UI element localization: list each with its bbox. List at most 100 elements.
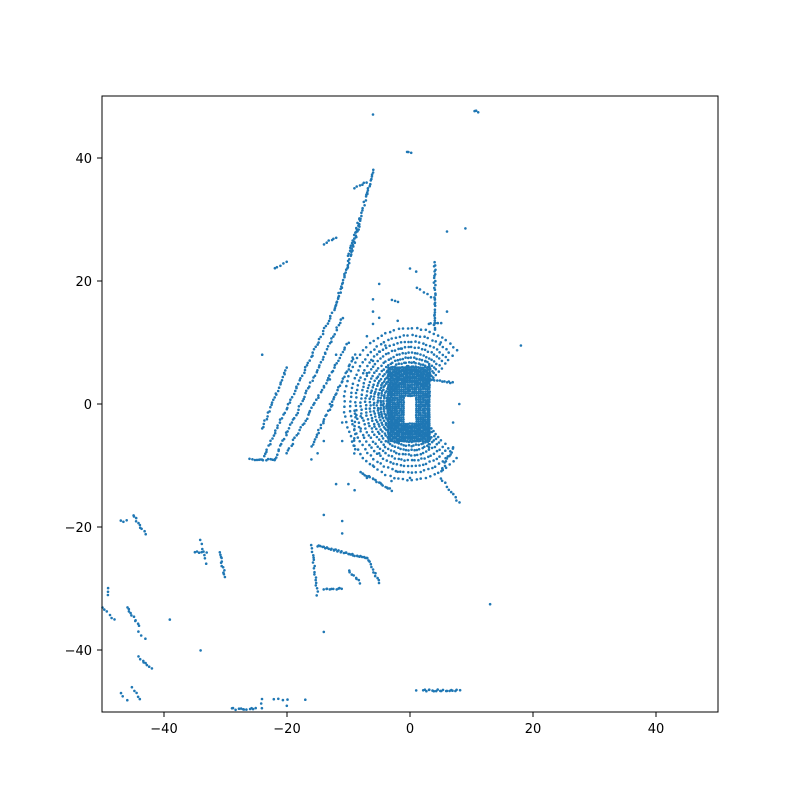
scatter-point [366, 386, 370, 390]
scatter-point [396, 300, 400, 304]
scatter-point [424, 420, 427, 424]
scatter-point [397, 437, 401, 441]
scatter-point [455, 499, 458, 502]
scatter-point [402, 385, 406, 389]
scatter-point [406, 439, 409, 443]
scatter-point [372, 398, 375, 401]
scatter-point [415, 448, 419, 452]
scatter-point [384, 391, 387, 394]
scatter-point [271, 437, 274, 440]
scatter-point [397, 422, 401, 426]
scatter-point [397, 385, 401, 389]
scatter-point [137, 630, 140, 633]
scatter-point [374, 388, 378, 391]
scatter-point [387, 400, 390, 404]
scatter-point [406, 370, 409, 374]
scatter-point [389, 398, 393, 402]
scatter-point [325, 347, 329, 351]
scatter-point [384, 352, 388, 356]
scatter-point [285, 407, 289, 411]
scatter-point [314, 578, 318, 582]
scatter-point [404, 422, 408, 426]
scatter-point [424, 343, 428, 347]
scatter-point [390, 298, 394, 302]
scatter-point [317, 428, 320, 432]
scatter-point [260, 697, 264, 701]
scatter-point [364, 407, 368, 411]
scatter-point [195, 550, 199, 553]
scatter-point [352, 444, 356, 447]
scatter-point [427, 434, 431, 437]
scatter-point [312, 558, 316, 561]
x-tick-label: 0 [406, 722, 414, 737]
scatter-point [126, 698, 129, 702]
scatter-point [419, 381, 422, 385]
scatter-point [421, 390, 425, 393]
scatter-point [379, 357, 382, 360]
scatter-point [414, 435, 418, 438]
scatter-point [365, 374, 369, 378]
scatter-point [325, 587, 329, 591]
scatter-point [219, 561, 223, 565]
scatter-point [436, 471, 440, 475]
scatter-point [399, 347, 403, 350]
scatter-point [375, 404, 379, 407]
scatter-point [433, 274, 436, 278]
scatter-point [398, 394, 401, 398]
scatter-point [144, 532, 147, 536]
scatter-point [429, 475, 432, 478]
scatter-point [303, 371, 306, 375]
scatter-point [269, 439, 272, 443]
scatter-point [386, 466, 390, 469]
scatter-point [277, 697, 280, 701]
scatter-point [358, 353, 362, 357]
scatter-point [414, 413, 418, 417]
scatter-point [322, 386, 326, 389]
scatter-point [411, 333, 414, 337]
scatter-point [446, 455, 450, 458]
scatter-point [427, 385, 431, 389]
scatter-point [312, 347, 316, 351]
scatter-point [398, 381, 401, 385]
scatter-point [399, 470, 402, 474]
scatter-point [433, 288, 437, 292]
scatter-point [270, 403, 273, 407]
scatter-point [322, 421, 325, 425]
scatter-point [375, 369, 378, 373]
scatter-point [436, 321, 440, 325]
scatter-point [455, 348, 459, 352]
scatter-point [396, 400, 399, 404]
scatter-point [422, 354, 426, 357]
scatter-point [391, 390, 394, 393]
scatter-point [303, 395, 306, 399]
scatter-point [410, 372, 414, 376]
scatter-point [113, 618, 116, 621]
scatter-point [404, 366, 408, 369]
scatter-point [451, 354, 454, 358]
scatter-point [369, 377, 373, 380]
scatter-point [408, 379, 412, 382]
scatter-point [392, 355, 395, 359]
scatter-point [387, 392, 391, 395]
scatter-point [409, 345, 413, 349]
scatter-point [372, 457, 375, 461]
scatter-point [418, 464, 421, 467]
scatter-point [424, 387, 427, 391]
scatter-point [366, 353, 370, 357]
scatter-point [353, 437, 356, 440]
scatter-point [397, 327, 401, 331]
scatter-point [371, 464, 375, 467]
scatter-point [353, 420, 357, 424]
scatter-point [386, 381, 390, 384]
scatter-point [369, 413, 373, 417]
scatter-point [419, 433, 423, 437]
scatter-point [396, 424, 399, 428]
scatter-point [381, 416, 385, 420]
scatter-point [363, 474, 367, 477]
scatter-point [395, 416, 399, 419]
scatter-point [426, 336, 430, 340]
scatter-point [369, 179, 373, 182]
scatter-point [343, 390, 347, 393]
scatter-point [419, 387, 423, 391]
scatter-point [413, 448, 416, 452]
